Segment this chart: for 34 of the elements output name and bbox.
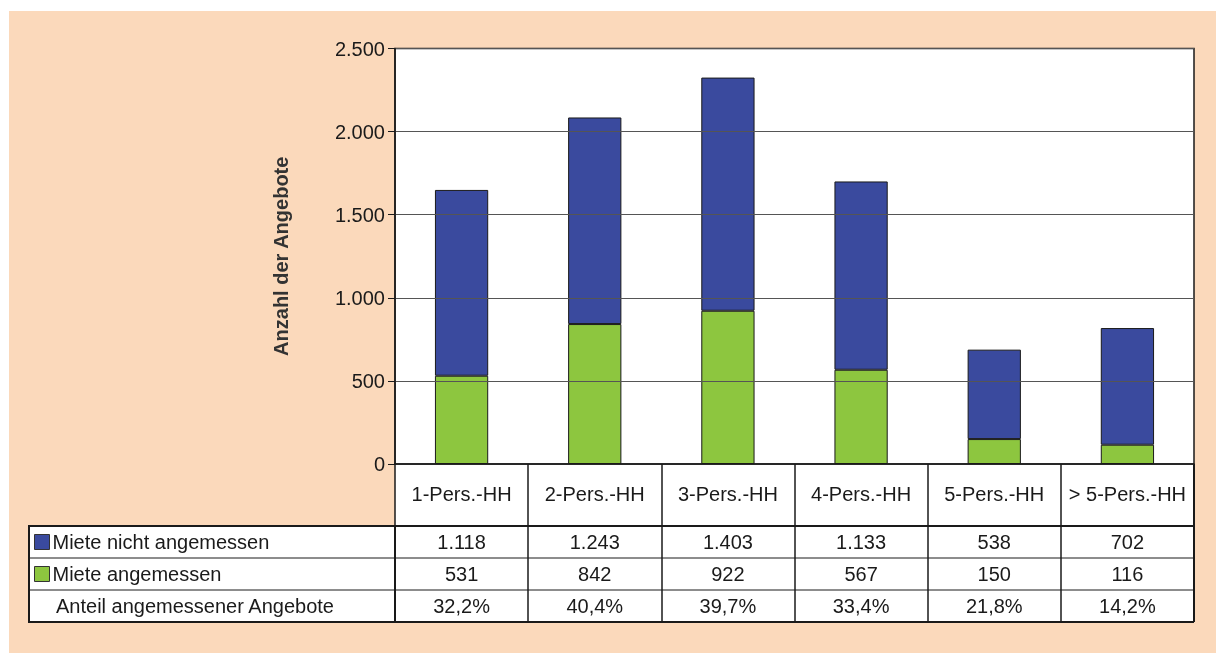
data-label: 842 (578, 563, 612, 585)
data-label: 1.133 (836, 531, 887, 553)
legend-label: Miete angemessen (52, 563, 222, 585)
x-tick-label: 5-Pers.-HH (944, 483, 1045, 505)
y-tick-label: 2.000 (334, 120, 385, 143)
x-tick-label: 3-Pers.-HH (677, 483, 778, 505)
x-tick-label: 1-Pers.-HH (411, 483, 512, 505)
y-tick-label: 1.500 (334, 203, 385, 226)
data-label: 1.403 (702, 531, 753, 553)
x-tick-label: 4-Pers.-HH (811, 483, 912, 505)
text: 39,7% (699, 595, 757, 617)
data-label: 116 (1111, 563, 1144, 585)
data-label: 1.243 (569, 531, 620, 553)
y-tick-label: 2.500 (334, 37, 385, 60)
text: 33,4% (832, 595, 890, 617)
text: 21,8% (965, 595, 1023, 617)
data-label: 531 (444, 563, 479, 585)
text: Anteil angemessener Angebote (56, 595, 334, 617)
data-label: 702 (1110, 531, 1145, 553)
x-tick-label: 2-Pers.-HH (544, 483, 645, 505)
data-label: 567 (844, 563, 878, 585)
y-tick-label: 500 (351, 369, 385, 392)
x-tick-label: > 5-Pers.-HH (1068, 483, 1187, 505)
data-label: 150 (977, 563, 1011, 585)
y-axis-title: Anzahl der Angebote (270, 156, 292, 356)
text: 14,2% (1099, 595, 1156, 617)
text: 40,4% (566, 595, 624, 617)
y-tick-label: 1.000 (334, 286, 385, 309)
text: 32,2% (433, 595, 491, 617)
legend-label: Miete nicht angemessen (52, 531, 270, 553)
y-tick-label: 0 (373, 453, 385, 475)
data-label: 1.118 (437, 531, 486, 553)
data-label: 922 (711, 563, 745, 585)
data-label: 538 (977, 531, 1011, 553)
